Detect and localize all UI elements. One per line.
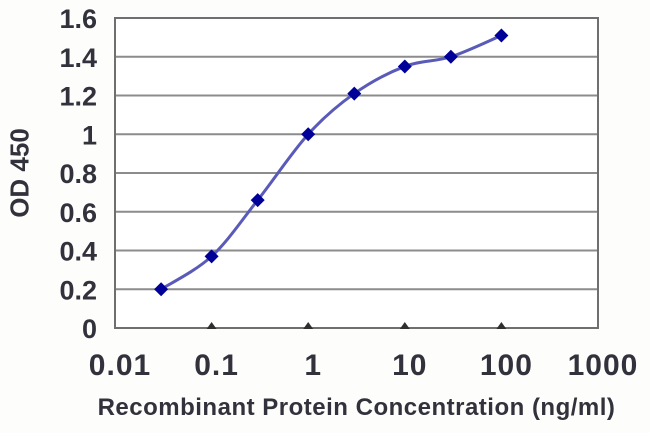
y-tick-label: 0.4 xyxy=(59,237,97,267)
x-tick-label: 10 xyxy=(392,349,427,382)
x-axis-tick xyxy=(496,322,507,329)
x-tick-label: 1 xyxy=(304,349,322,382)
data-point-marker xyxy=(347,86,362,101)
y-axis-title: OD 450 xyxy=(4,128,35,218)
data-point-marker xyxy=(443,49,458,64)
x-axis-tick xyxy=(303,322,314,329)
y-tick-label: 1.6 xyxy=(59,4,97,34)
x-axis-tick xyxy=(206,322,217,329)
x-axis-tick xyxy=(399,322,410,329)
y-tick-label: 1 xyxy=(82,120,97,150)
x-tick-label: 100 xyxy=(480,349,533,382)
x-tick-label: 0.1 xyxy=(194,349,239,382)
x-axis-title: Recombinant Protein Concentration (ng/ml… xyxy=(97,394,616,421)
plot-border xyxy=(114,17,599,329)
y-tick-label: 0 xyxy=(82,314,97,344)
y-tick-label: 0.2 xyxy=(59,275,97,305)
y-tick-label: 1.2 xyxy=(59,82,97,112)
y-tick-label: 1.4 xyxy=(59,43,97,73)
data-point-marker xyxy=(154,282,169,297)
data-point-marker xyxy=(301,127,316,142)
y-tick-label: 0.6 xyxy=(59,198,97,228)
x-tick-label: 0.01 xyxy=(89,349,151,382)
data-point-marker xyxy=(494,28,509,43)
x-tick-label: 1000 xyxy=(568,349,639,382)
data-point-marker xyxy=(397,59,412,74)
data-point-marker xyxy=(204,249,219,264)
y-tick-label: 0.8 xyxy=(59,159,97,189)
series-line xyxy=(160,34,502,291)
data-point-marker xyxy=(250,193,265,208)
